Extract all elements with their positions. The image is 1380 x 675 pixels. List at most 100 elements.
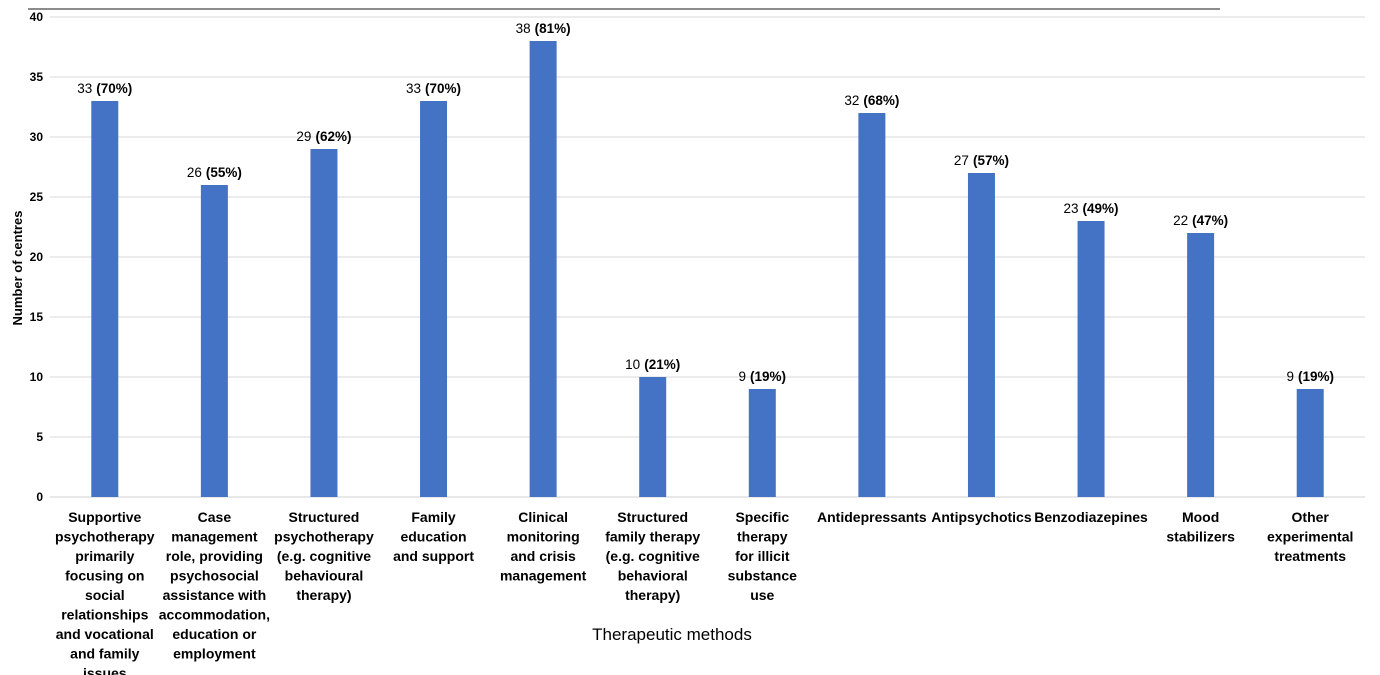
category-label: Antidepressants [817,509,927,525]
category-label-line: Case [198,509,232,525]
bar [748,389,776,497]
data-label-percent: (21%) [644,357,680,372]
data-label-value: 9 [739,369,747,384]
data-label-value: 26 [187,165,202,180]
data-label-value: 9 [1286,369,1294,384]
category-label-line: relationships [61,607,148,623]
category-label-line: and crisis [510,548,576,564]
category-label-line: and support [393,548,474,564]
category-label-line: education [400,529,466,545]
data-label-value: 38 [516,21,531,36]
data-label: 9 (19%) [739,369,787,384]
category-label-line: therapy) [625,587,680,603]
category-label-line: therapy [737,529,788,545]
data-label: 26 (55%) [187,165,242,180]
bar [1296,389,1324,497]
bar [529,41,557,497]
category-label-line: and vocational [56,626,154,642]
category-label-line: education or [172,626,257,642]
bar [91,101,119,497]
category-label-line: Other [1292,509,1330,525]
category-label: Specific therapy for illicit substance use [728,509,797,603]
data-label-percent: (70%) [425,81,461,96]
data-label-value: 10 [625,357,640,372]
data-label-value: 27 [954,153,969,168]
category-label-line: Structured [617,509,688,525]
category-label: Supportive psychotherapy primarily focusing… [55,509,155,675]
data-label-percent: (47%) [1192,213,1228,228]
y-tick-label: 15 [30,310,44,324]
category-label-line: stabilizers [1166,529,1235,545]
category-label: Benzodiazepines [1034,509,1148,525]
category-label: Case management role, providing psychosocia… [159,509,270,662]
y-axis-title: Number of centres [10,211,25,326]
data-label: 9 (19%) [1286,369,1334,384]
category-label-line: role, providing [166,548,263,564]
category-label-line: psychosocial [170,568,259,584]
category-label: Clinical monitoring and crisis management [500,509,587,584]
data-label: 10 (21%) [625,357,680,372]
data-label-percent: (68%) [863,93,899,108]
y-tick-label: 40 [30,10,44,24]
category-label-line: (e.g. cognitive [606,548,700,564]
category-label-line: assistance with [163,587,267,603]
category-label: Family education and support [393,509,474,564]
data-labels: 33 (70%) 26 (55%) 29 (62%) 33 (70%) 38 (81%) 10 (21… [77,21,1334,384]
data-label: 22 (47%) [1173,213,1228,228]
data-label-value: 32 [844,93,859,108]
category-label-line: monitoring [507,529,580,545]
bar [310,149,338,497]
data-label-percent: (19%) [750,369,786,384]
category-label-line: psychotherapy [55,529,155,545]
data-label-percent: (57%) [973,153,1009,168]
category-labels: Supportive psychotherapy primarily focusing… [55,509,1353,675]
data-label: 27 (57%) [954,153,1009,168]
data-label-value: 22 [1173,213,1188,228]
category-label-line: Clinical [518,509,568,525]
category-label-line: social [85,587,125,603]
category-label-line: Specific [735,509,789,525]
y-tick-label: 20 [30,250,44,264]
category-label-line: management [171,529,258,545]
y-tick-label: 25 [30,190,44,204]
category-label-line: Family [411,509,456,525]
category-label: Structured family therapy (e.g. cognitive b… [605,509,700,603]
data-label: 33 (70%) [77,81,132,96]
category-label-line: behavioural [285,568,364,584]
data-label: 29 (62%) [296,129,351,144]
data-label-percent: (70%) [96,81,132,96]
data-label-percent: (81%) [535,21,571,36]
data-label: 38 (81%) [516,21,571,36]
data-label-value: 33 [406,81,421,96]
category-label-line: family therapy [605,529,700,545]
category-label-line: accommodation, [159,607,270,623]
category-label-line: (e.g. cognitive [277,548,371,564]
category-label-line: and family [70,646,139,662]
category-label-line: Antidepressants [817,509,927,525]
category-label: Other experimental treatments [1267,509,1353,564]
category-label-line: Mood [1182,509,1219,525]
category-label-line: use [750,587,774,603]
category-label-line: psychotherapy [274,529,374,545]
category-label-line: issues [83,665,127,675]
gridlines [50,16,1365,498]
category-label: Mood stabilizers [1166,509,1235,545]
category-label-line: employment [173,646,256,662]
data-label-percent: (49%) [1083,201,1119,216]
bar [1077,221,1105,497]
category-label: Antipsychotics [931,509,1032,525]
category-label-line: behavioral [618,568,688,584]
category-label-line: Antipsychotics [931,509,1032,525]
data-label-percent: (19%) [1298,369,1334,384]
bar [200,185,228,497]
category-label-line: substance [728,568,797,584]
category-label-line: Structured [289,509,360,525]
y-tick-label: 10 [30,370,44,384]
data-label-value: 33 [77,81,92,96]
data-label-percent: (55%) [206,165,242,180]
data-label: 23 (49%) [1064,201,1119,216]
data-label-percent: (62%) [315,129,351,144]
data-label: 33 (70%) [406,81,461,96]
y-tick-label: 30 [30,130,44,144]
